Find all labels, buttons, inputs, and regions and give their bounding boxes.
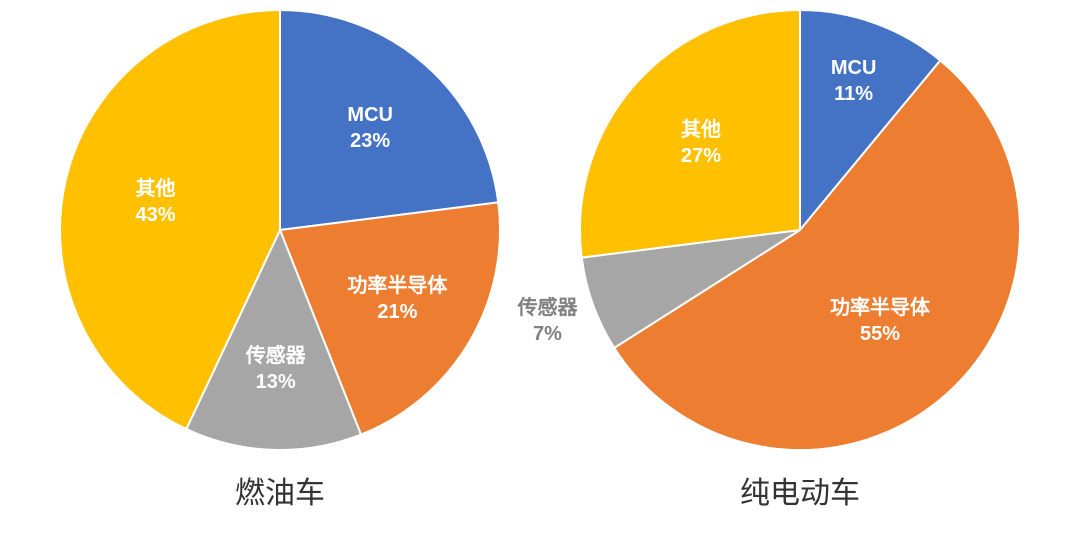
pie-chart [580,10,1020,450]
slice-percent: 7% [517,321,577,347]
pie-chart [60,10,500,450]
pie-slice [280,10,498,230]
chart-caption: 纯电动车 [740,468,860,512]
chart-caption: 燃油车 [235,468,325,512]
slice-name: 传感器 [517,295,577,321]
chart-block: MCU11%功率半导体55%传感器7%其他27%纯电动车 [580,10,1020,512]
chart-block: MCU23%功率半导体21%传感器13%其他43%燃油车 [60,10,500,512]
chart-container: MCU23%功率半导体21%传感器13%其他43%燃油车MCU11%功率半导体5… [0,0,1080,555]
slice-label: 传感器7% [517,295,577,347]
pie-slice [580,10,800,258]
